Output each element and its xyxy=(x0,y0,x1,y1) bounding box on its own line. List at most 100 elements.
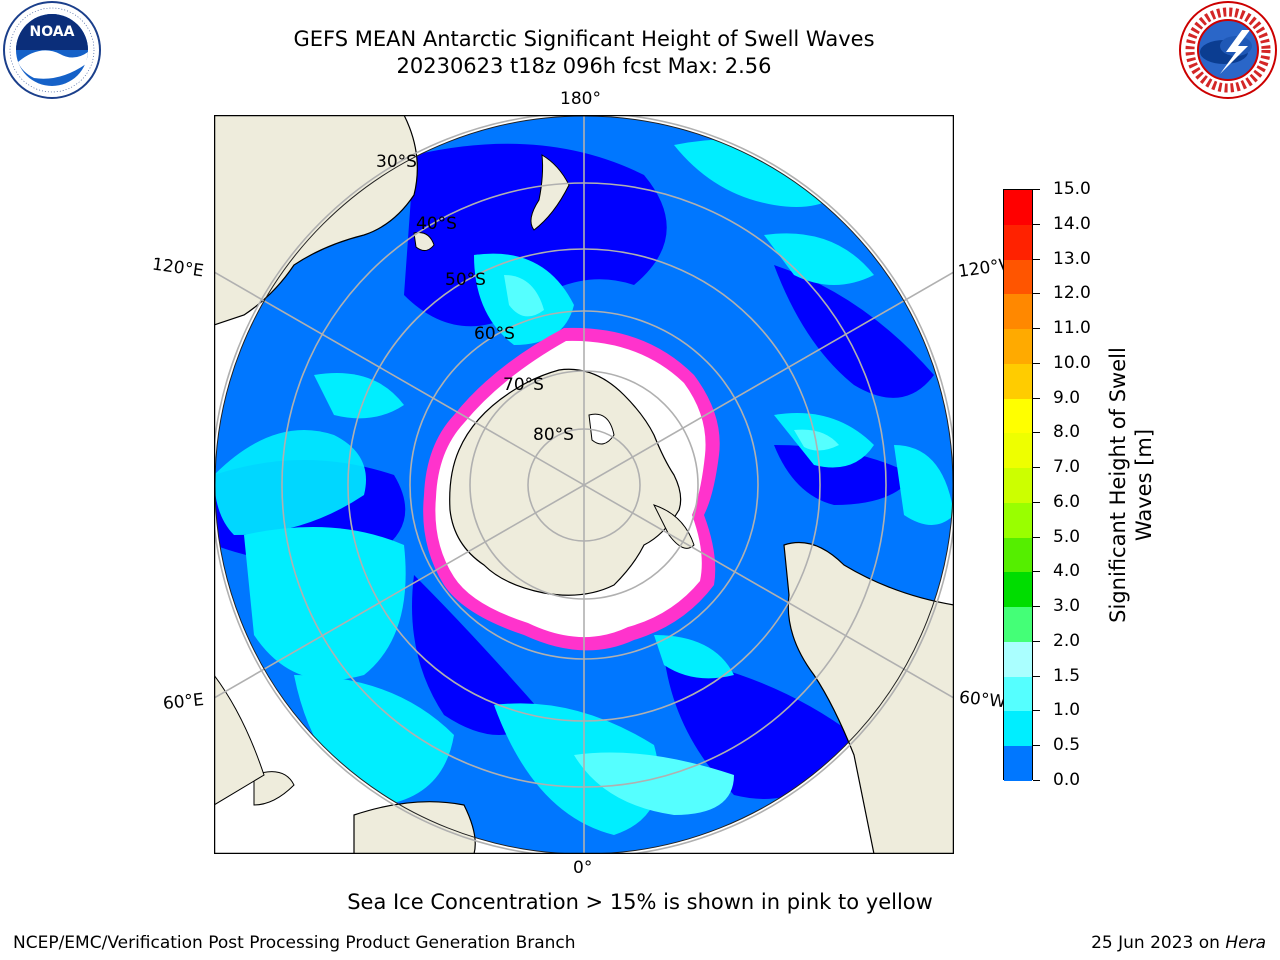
colorbar-tick xyxy=(1033,675,1040,677)
colorbar-tick-label: 0.5 xyxy=(1053,735,1081,756)
colorbar-segment xyxy=(1004,746,1032,782)
colorbar-tick xyxy=(1033,432,1040,434)
credit-host: Hera xyxy=(1225,933,1266,953)
credit-left: NCEP/EMC/Verification Post Processing Pr… xyxy=(13,933,576,953)
swell-region xyxy=(654,635,734,679)
colorbar-tick-label: 9.0 xyxy=(1053,387,1081,408)
colorbar-title: Significant Height of Swell Waves [m] xyxy=(1106,347,1156,623)
polar-map xyxy=(214,115,954,854)
noaa-logo: NOAA xyxy=(3,1,101,99)
swell-region xyxy=(894,445,953,525)
colorbar-tick xyxy=(1033,293,1040,295)
colorbar-tick xyxy=(1033,501,1040,503)
lon-label-60e: 60°E xyxy=(162,689,205,715)
credit-right: 25 Jun 2023 on Hera xyxy=(1091,933,1266,953)
colorbar-tick xyxy=(1033,745,1040,747)
swell-region xyxy=(215,430,366,535)
colorbar-tick xyxy=(1033,536,1040,538)
colorbar-segment xyxy=(1004,641,1032,678)
credit-date: 25 Jun 2023 on xyxy=(1091,933,1226,953)
colorbar-segment xyxy=(1004,294,1032,330)
colorbar-tick-label: 15.0 xyxy=(1053,179,1091,199)
colorbar-tick-label: 1.5 xyxy=(1053,665,1081,686)
swell-region xyxy=(794,429,839,451)
colorbar-tick xyxy=(1033,571,1040,573)
colorbar-segment xyxy=(1004,607,1032,643)
swell-region xyxy=(314,373,404,419)
chart-subtitle: 20230623 t18z 096h fcst Max: 2.56 xyxy=(396,54,772,78)
colorbar-segment xyxy=(1004,398,1032,434)
low-swell-region xyxy=(412,575,544,735)
lon-label-60w: 60°W xyxy=(958,687,1007,713)
graticule xyxy=(214,115,954,854)
swell-region xyxy=(294,675,454,805)
lat-label-60s: 60°S xyxy=(474,324,515,344)
colorbar-tick xyxy=(1033,328,1040,330)
lat-label-40s: 40°S xyxy=(416,214,457,234)
colorbar-tick-label: 5.0 xyxy=(1053,526,1081,547)
lat-label-30s: 30°S xyxy=(376,152,417,172)
swell-region xyxy=(764,233,874,285)
colorbar-segment xyxy=(1004,329,1032,365)
western-asia-coast xyxy=(214,674,265,806)
low-swell-region xyxy=(774,265,934,398)
colorbar-tick xyxy=(1033,189,1040,190)
colorbar-tick xyxy=(1033,780,1040,781)
colorbar-tick-label: 10.0 xyxy=(1053,352,1091,373)
low-swell-region xyxy=(404,143,667,327)
colorbar-tick-label: 3.0 xyxy=(1053,596,1081,617)
colorbar-tick xyxy=(1033,397,1040,399)
madagascar xyxy=(253,771,295,806)
ross-ice-shelf xyxy=(588,413,615,445)
colorbar-segment xyxy=(1004,363,1032,400)
antarctica xyxy=(449,368,682,596)
colorbar-tick xyxy=(1033,640,1040,642)
colorbar-segment xyxy=(1004,711,1032,747)
lat-label-80s: 80°S xyxy=(533,425,574,445)
nws-logo xyxy=(1179,1,1277,99)
colorbar xyxy=(1003,189,1033,782)
south-america xyxy=(783,541,954,854)
tasmania xyxy=(413,232,435,251)
colorbar-segment xyxy=(1004,537,1032,573)
swell-region xyxy=(574,752,734,815)
colorbar-segment xyxy=(1004,224,1032,260)
antarctic-peninsula xyxy=(653,504,695,549)
colorbar-segment xyxy=(1004,468,1032,504)
chart-title: GEFS MEAN Antarctic Significant Height o… xyxy=(293,27,875,51)
sea-ice-note: Sea Ice Concentration > 15% is shown in … xyxy=(347,890,933,914)
colorbar-segment xyxy=(1004,572,1032,608)
colorbar-tick xyxy=(1033,606,1040,608)
colorbar-tick-label: 11.0 xyxy=(1053,318,1091,339)
colorbar-tick xyxy=(1033,223,1040,225)
swell-region xyxy=(244,527,406,680)
colorbar-segment xyxy=(1004,502,1032,539)
lat-label-70s: 70°S xyxy=(503,375,544,395)
swell-region xyxy=(494,703,659,835)
noaa-logo-text: NOAA xyxy=(30,24,75,40)
colorbar-tick-label: 0.0 xyxy=(1053,770,1081,790)
lon-label-120e: 120°E xyxy=(150,254,205,282)
colorbar-tick-label: 6.0 xyxy=(1053,491,1081,512)
low-swell-region xyxy=(664,655,854,799)
colorbar-tick-label: 7.0 xyxy=(1053,457,1081,478)
swell-region xyxy=(504,275,544,317)
low-swell-region xyxy=(774,445,914,505)
colorbar-segment xyxy=(1004,676,1032,712)
australia xyxy=(214,115,418,326)
colorbar-tick-label: 4.0 xyxy=(1053,561,1081,582)
colorbar-segment xyxy=(1004,433,1032,469)
lat-label-50s: 50°S xyxy=(445,270,486,290)
colorbar-tick xyxy=(1033,258,1040,260)
colorbar-tick-label: 12.0 xyxy=(1053,283,1091,304)
colorbar-segment xyxy=(1004,190,1032,226)
africa xyxy=(353,801,476,854)
lon-label-0: 0° xyxy=(573,858,593,878)
colorbar-tick xyxy=(1033,467,1040,469)
colorbar-tick xyxy=(1033,710,1040,712)
colorbar-tick xyxy=(1033,362,1040,364)
colorbar-tick-label: 2.0 xyxy=(1053,630,1081,651)
colorbar-segment xyxy=(1004,259,1032,295)
colorbar-tick-label: 14.0 xyxy=(1053,213,1091,234)
colorbar-tick-label: 8.0 xyxy=(1053,422,1081,443)
